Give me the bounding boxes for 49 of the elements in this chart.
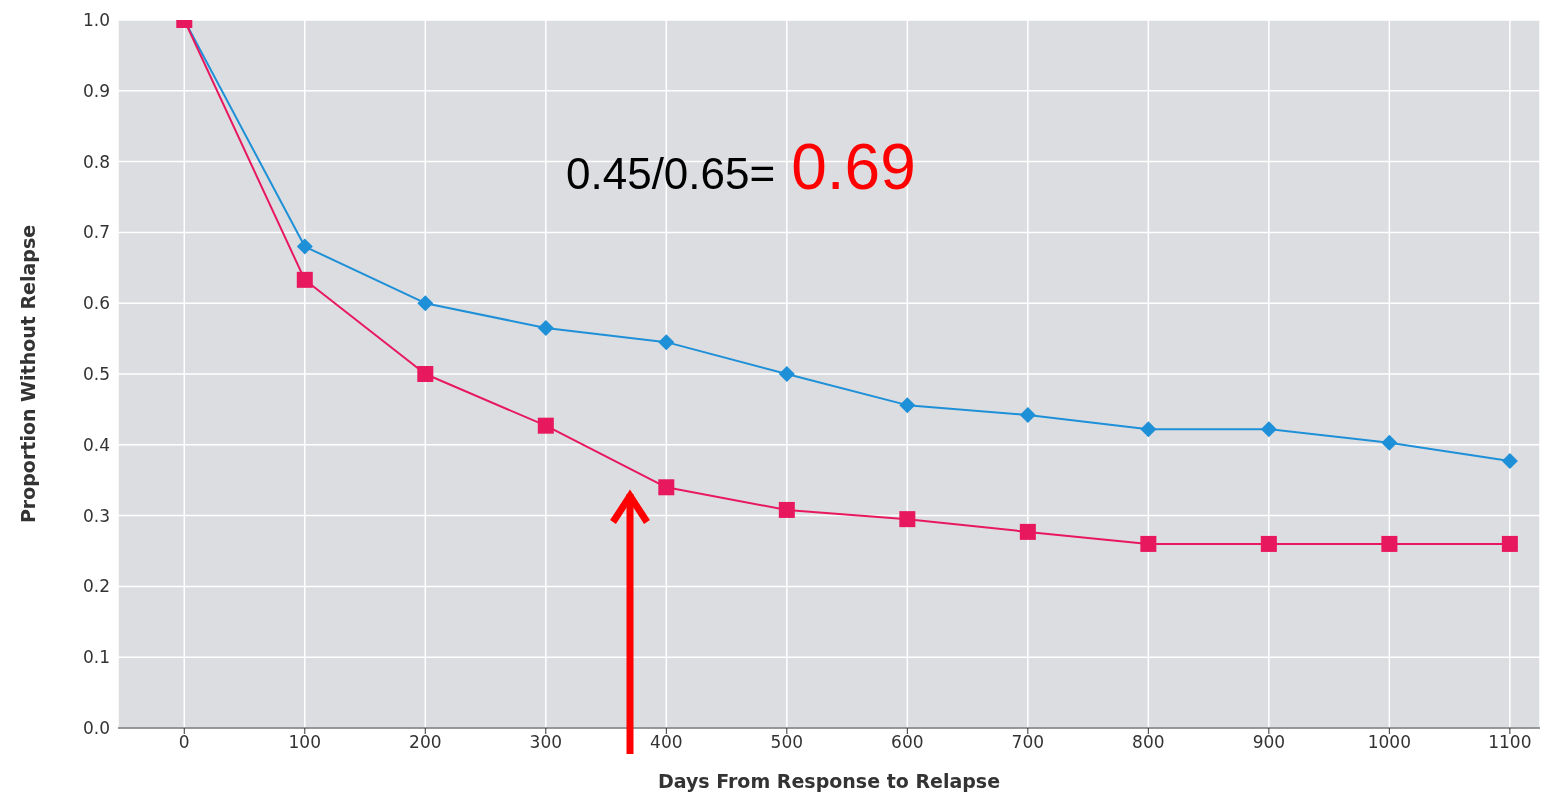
- point: [658, 479, 675, 496]
- point: [1260, 421, 1277, 438]
- point: [1019, 407, 1036, 424]
- x-tick-label: 1000: [1367, 732, 1411, 753]
- point: [1501, 535, 1518, 552]
- annotation: 0.45/0.65=: [566, 149, 776, 199]
- x-tick-label: 400: [650, 732, 683, 753]
- x-tick-label: 800: [1132, 732, 1165, 753]
- y-tick-label: 0.1: [82, 647, 110, 668]
- y-tick-label: 0.5: [82, 364, 110, 385]
- point: [537, 417, 554, 434]
- x-tick-label: 500: [770, 732, 804, 753]
- x-tick-label: 1100: [1488, 732, 1532, 753]
- point: [899, 397, 916, 414]
- y-tick-label: 0.7: [82, 222, 110, 243]
- point: [658, 334, 675, 351]
- x-tick-label: 200: [409, 732, 442, 753]
- y-tick-label: 1.0: [82, 10, 110, 31]
- point: [417, 366, 434, 382]
- point: [1501, 453, 1518, 470]
- y-tick-label: 0.2: [82, 576, 110, 597]
- x-tick-label: 600: [891, 732, 924, 753]
- x-tick-label: 700: [1011, 732, 1045, 753]
- x-tick-label: 300: [529, 732, 563, 753]
- point: [296, 238, 313, 255]
- point: [417, 295, 434, 312]
- point: [1140, 421, 1157, 438]
- point: [1381, 434, 1398, 451]
- y-tick-label: 0.4: [82, 434, 110, 455]
- y-tick-label: 0.6: [82, 293, 110, 314]
- annotation: 0.69: [791, 130, 916, 204]
- point: [1140, 535, 1157, 552]
- y-axis-title: Proportion Without Relapse: [16, 224, 39, 524]
- x-tick-label: 900: [1252, 732, 1286, 753]
- point: [1260, 535, 1277, 552]
- y-tick-label: 0.0: [82, 718, 110, 739]
- x-tick-label: 0: [178, 732, 190, 753]
- point: [778, 366, 795, 382]
- point: [1019, 523, 1036, 540]
- point: [899, 511, 916, 528]
- point: [296, 271, 313, 288]
- y-tick-label: 0.3: [82, 505, 110, 526]
- x-axis-title: Days From Response to Relapse: [657, 770, 1001, 792]
- point: [1381, 535, 1398, 552]
- point: [778, 501, 795, 518]
- y-tick-label: 0.9: [82, 80, 110, 101]
- x-tick-label: 100: [288, 732, 322, 753]
- y-tick-label: 0.8: [82, 151, 110, 172]
- point: [537, 319, 554, 336]
